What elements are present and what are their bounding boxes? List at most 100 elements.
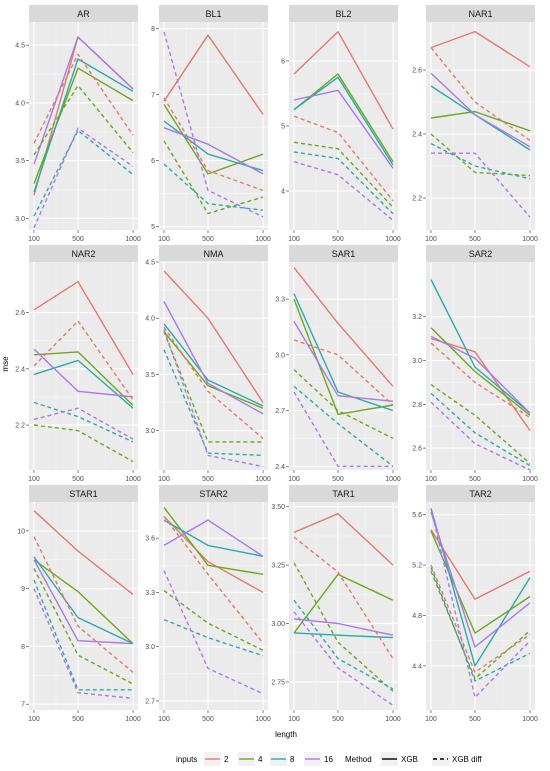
panel-ar: AR 3.0 3.5 4.0 4.5 100 500 1000 [15, 5, 141, 243]
strip-label: NAR1 [468, 9, 492, 19]
strip-label: SAR1 [332, 249, 356, 259]
series-line-8-xgb-diff [163, 618, 264, 657]
panel-tar2: TAR2 4.4 4.8 5.2 5.6 100 500 1000 [412, 485, 538, 723]
y-tick-label: 9 [21, 586, 25, 593]
series-line-2-xgb-diff [163, 97, 264, 192]
series-line-4-xgb-diff [293, 369, 394, 440]
series-lines [293, 31, 394, 221]
series-line-16-xgb [163, 519, 264, 557]
series-line-2-xgb [430, 529, 531, 600]
panel-sar1: SAR1 2.4 2.7 3.0 3.3 100 500 1000 [275, 245, 401, 483]
panel-nar2: NAR2 2.2 2.4 2.6 100 500 1000 [15, 245, 141, 483]
y-tick-label: 2.6 [15, 310, 25, 317]
series-line-16-xgb-diff [293, 611, 394, 706]
x-tick-label: 1000 [385, 716, 401, 723]
x-tick-label: 100 [28, 476, 40, 483]
series-line-4-xgb [163, 331, 264, 409]
strip-background [426, 5, 535, 22]
x-tick-label: 500 [72, 716, 84, 723]
panel-sar2: SAR2 2.6 2.8 3.0 3.2 100 500 1000 [412, 245, 538, 483]
series-line-2-xgb-diff [33, 536, 134, 673]
y-tick-label: 8 [151, 26, 155, 33]
series-line-2-xgb-diff [163, 326, 264, 440]
x-tick-label: 1000 [385, 476, 401, 483]
series-line-16-xgb [163, 127, 264, 175]
series-line-2-xgb-diff [293, 536, 394, 659]
legend: inputs 2 4 8 16 Method XGB XGB diff [176, 752, 482, 766]
series-line-16-xgb-diff [431, 152, 531, 218]
x-tick-label: 100 [425, 716, 437, 723]
y-tick-label: 2.75 [271, 679, 285, 686]
y-tick-label: 6 [151, 158, 155, 165]
y-tick-label: 3.0 [145, 428, 155, 435]
series-line-16-xgb [33, 348, 134, 398]
y-tick-label: 3.0 [412, 358, 422, 365]
y-tick-label: 2.7 [145, 698, 155, 705]
y-tick-label: 3.6 [145, 536, 155, 543]
x-tick-label: 500 [72, 476, 84, 483]
series-line-2-xgb [33, 281, 134, 375]
series-line-8-xgb [293, 76, 394, 166]
strip-background [426, 245, 535, 262]
strip-background [289, 5, 398, 22]
y-tick-label: 4.5 [15, 43, 25, 50]
strip-label: NAR2 [71, 249, 95, 259]
series-lines [430, 279, 531, 470]
series-line-16-xgb-diff [33, 407, 134, 440]
series-line-16-xgb-diff [430, 401, 531, 470]
series-line-8-xgb [33, 359, 134, 409]
series-line-2-xgb-diff [163, 516, 264, 644]
series-line-4-xgb [430, 327, 531, 416]
series-line-16-xgb [33, 36, 134, 165]
y-tick-label: 2.4 [15, 366, 25, 373]
panel-star2: STAR2 2.7 3.0 3.3 3.6 100 500 1000 [145, 485, 271, 723]
series-line-4-xgb-diff [430, 384, 531, 464]
series-line-2-xgb [293, 31, 394, 130]
series-line-2-xgb [163, 34, 264, 115]
y-tick-label: 3.5 [15, 158, 25, 165]
y-tick-label: 6 [281, 59, 285, 66]
panel-background [426, 262, 535, 470]
strip-background [426, 485, 535, 502]
y-tick-label: 3.0 [15, 216, 25, 223]
y-tick-label: 4.0 [145, 316, 155, 323]
series-line-16-xgb-diff [293, 391, 393, 467]
y-tick-label: 4 [281, 189, 285, 196]
x-tick-label: 100 [288, 476, 300, 483]
panel-star1: STAR1 7 8 9 10 100 500 1000 [17, 485, 141, 723]
y-tick-label: 5.6 [412, 512, 422, 519]
series-line-4-xgb [163, 104, 264, 175]
y-tick-label: 8 [21, 644, 25, 651]
series-line-2-xgb [293, 267, 394, 387]
series-line-16-xgb-diff [33, 127, 134, 228]
series-line-4-xgb-diff [430, 133, 531, 177]
strip-background [29, 245, 138, 262]
series-line-4-xgb-diff [293, 562, 394, 692]
series-lines [430, 508, 531, 699]
series-line-16-xgb-diff [163, 31, 264, 218]
panel-tar1: TAR1 2.75 3.00 3.25 3.50 100 500 1000 [271, 485, 401, 723]
series-line-8-xgb-diff [33, 579, 133, 691]
x-tick-label: 500 [469, 716, 481, 723]
legend-color-title: inputs [176, 755, 197, 764]
series-line-8-xgb-diff [293, 599, 394, 690]
panel-background [159, 22, 268, 230]
x-tick-label: 500 [332, 236, 344, 243]
x-tick-label: 500 [202, 716, 214, 723]
legend-linetype-title: Method [345, 755, 372, 764]
series-line-2-xgb [163, 270, 264, 403]
strip-label: NMA [204, 249, 224, 259]
series-line-8-xgb [293, 293, 394, 412]
series-line-4-xgb-diff [33, 424, 134, 463]
y-tick-label: 3.2 [412, 314, 422, 321]
panel-background [29, 22, 138, 230]
y-tick-label: 7 [21, 702, 25, 709]
series-line-8-xgb-diff [163, 349, 264, 457]
series-line-16-xgb [163, 301, 264, 415]
series-lines [33, 510, 134, 700]
legend-label-4: 4 [258, 755, 263, 764]
x-axis-title: length [275, 730, 297, 739]
series-line-2-xgb [33, 510, 134, 595]
y-tick-label: 5.2 [412, 563, 422, 570]
